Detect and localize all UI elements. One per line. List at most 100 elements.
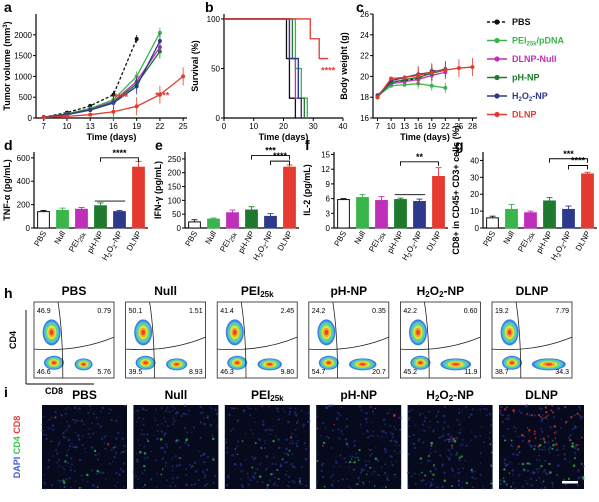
dapi-signal (295, 435, 297, 437)
cd8-signal (564, 405, 567, 408)
bar-DLNP (581, 173, 594, 229)
data-point (111, 109, 116, 114)
bar-PEI25k (375, 200, 388, 229)
dapi-signal (142, 486, 144, 488)
density-contour (452, 363, 459, 366)
dapi-signal (338, 437, 341, 440)
dapi-signal (260, 404, 264, 408)
dapi-signal (156, 437, 159, 441)
data-point (157, 39, 162, 44)
dapi-signal (135, 452, 138, 455)
dapi-signal (168, 410, 171, 413)
dapi-signal (457, 468, 460, 470)
dapi-signal (393, 440, 395, 442)
dapi-signal (185, 468, 188, 470)
dapi-signal (557, 407, 561, 410)
dapi-signal (178, 446, 182, 449)
bar-pH-NP (394, 199, 407, 229)
x-tick-label: 19 (132, 122, 141, 131)
dapi-signal (418, 438, 421, 441)
legend-marker-0 (494, 19, 500, 25)
dapi-signal (330, 475, 333, 478)
dapi-signal (243, 409, 246, 412)
dapi-signal (436, 486, 439, 489)
dapi-signal (145, 409, 148, 412)
cd4-signal (510, 485, 513, 488)
dapi-signal (325, 435, 328, 438)
x-category-label: PBS (332, 230, 348, 248)
quadrant-lr: 34.3 (555, 369, 569, 376)
dapi-signal (489, 431, 492, 434)
quadrant-gate-horizontal (400, 336, 481, 350)
cd8-signal (528, 429, 531, 432)
cd4-signal (353, 461, 356, 464)
x-tick-label: 7 (375, 122, 380, 131)
dapi-signal (460, 487, 463, 490)
dapi-signal (354, 456, 357, 459)
dapi-signal (331, 404, 334, 407)
dapi-signal (160, 429, 162, 432)
data-point (375, 95, 380, 100)
x-axis-title: Time (days) (400, 132, 450, 142)
dapi-signal (302, 426, 305, 428)
dapi-signal (227, 476, 230, 479)
dapi-signal (365, 421, 368, 424)
dapi-signal (202, 453, 205, 457)
bar-PEI25k (226, 212, 239, 229)
dapi-signal (108, 462, 111, 465)
panel-letter: h (4, 285, 13, 301)
significance-label: ** (416, 152, 424, 162)
dapi-signal (66, 429, 69, 431)
dapi-signal (105, 434, 107, 437)
dapi-signal (239, 478, 242, 480)
dapi-signal (407, 485, 410, 488)
dapi-signal (295, 442, 298, 444)
dapi-signal (214, 408, 217, 411)
dapi-signal (203, 422, 206, 426)
x-category-label: pH-NP (534, 230, 554, 255)
dapi-signal (64, 408, 67, 411)
dapi-signal (56, 452, 59, 455)
dapi-signal (407, 453, 410, 456)
dapi-signal (287, 485, 290, 488)
legend-label-0: PBS (512, 17, 531, 27)
dapi-signal (498, 479, 502, 482)
dapi-signal (437, 410, 440, 413)
dapi-signal (135, 421, 138, 423)
dapi-signal (270, 429, 274, 432)
cd4-signal (258, 475, 262, 478)
dapi-signal (297, 419, 300, 422)
dapi-signal (420, 462, 423, 464)
dapi-signal (290, 432, 294, 435)
dapi-signal (70, 463, 73, 466)
dapi-signal (365, 460, 367, 463)
dapi-signal (247, 483, 250, 486)
dapi-signal (67, 438, 71, 442)
dapi-signal (381, 430, 384, 433)
cd4-signal (432, 473, 435, 476)
dapi-signal (327, 436, 331, 439)
cd4-signal (143, 452, 147, 455)
dapi-signal (253, 476, 256, 479)
dapi-signal (533, 444, 537, 448)
dapi-signal (44, 487, 47, 490)
dapi-signal (236, 407, 239, 410)
dapi-signal (539, 427, 542, 430)
dapi-signal (56, 461, 59, 464)
dapi-signal (479, 473, 482, 476)
cd4-signal (122, 451, 124, 453)
y-tick-label: 22 (360, 52, 369, 61)
dapi-signal (348, 466, 350, 468)
dapi-signal (535, 468, 538, 471)
dapi-signal (390, 431, 392, 434)
dapi-signal (298, 482, 302, 485)
y-tick-label: 100 (168, 196, 182, 205)
dapi-signal (209, 406, 212, 408)
dapi-signal (64, 436, 67, 439)
dapi-signal (154, 419, 157, 422)
dapi-signal (457, 471, 460, 475)
dapi-signal (365, 412, 368, 415)
dapi-signal (465, 406, 468, 409)
dapi-signal (203, 476, 206, 479)
dapi-signal (390, 461, 392, 463)
